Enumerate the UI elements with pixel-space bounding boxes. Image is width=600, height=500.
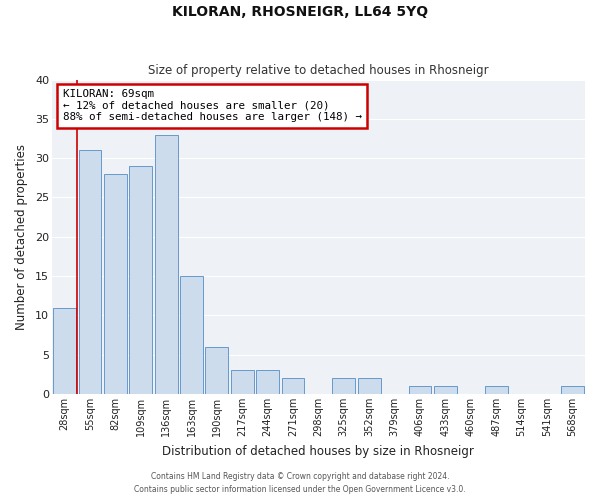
Bar	[561, 386, 584, 394]
Bar	[104, 174, 127, 394]
Title: Size of property relative to detached houses in Rhosneigr: Size of property relative to detached ho…	[148, 64, 489, 77]
Y-axis label: Number of detached properties: Number of detached properties	[15, 144, 28, 330]
Bar	[205, 347, 228, 394]
Bar	[485, 386, 508, 394]
Text: KILORAN: 69sqm
← 12% of detached houses are smaller (20)
88% of semi-detached ho: KILORAN: 69sqm ← 12% of detached houses …	[62, 89, 362, 122]
Bar	[180, 276, 203, 394]
Bar	[434, 386, 457, 394]
Bar	[231, 370, 254, 394]
X-axis label: Distribution of detached houses by size in Rhosneigr: Distribution of detached houses by size …	[163, 444, 475, 458]
Bar	[281, 378, 304, 394]
Text: Contains HM Land Registry data © Crown copyright and database right 2024.
Contai: Contains HM Land Registry data © Crown c…	[134, 472, 466, 494]
Bar	[256, 370, 279, 394]
Bar	[79, 150, 101, 394]
Bar	[129, 166, 152, 394]
Bar	[409, 386, 431, 394]
Bar	[53, 308, 76, 394]
Bar	[155, 134, 178, 394]
Bar	[332, 378, 355, 394]
Text: KILORAN, RHOSNEIGR, LL64 5YQ: KILORAN, RHOSNEIGR, LL64 5YQ	[172, 5, 428, 19]
Bar	[358, 378, 380, 394]
